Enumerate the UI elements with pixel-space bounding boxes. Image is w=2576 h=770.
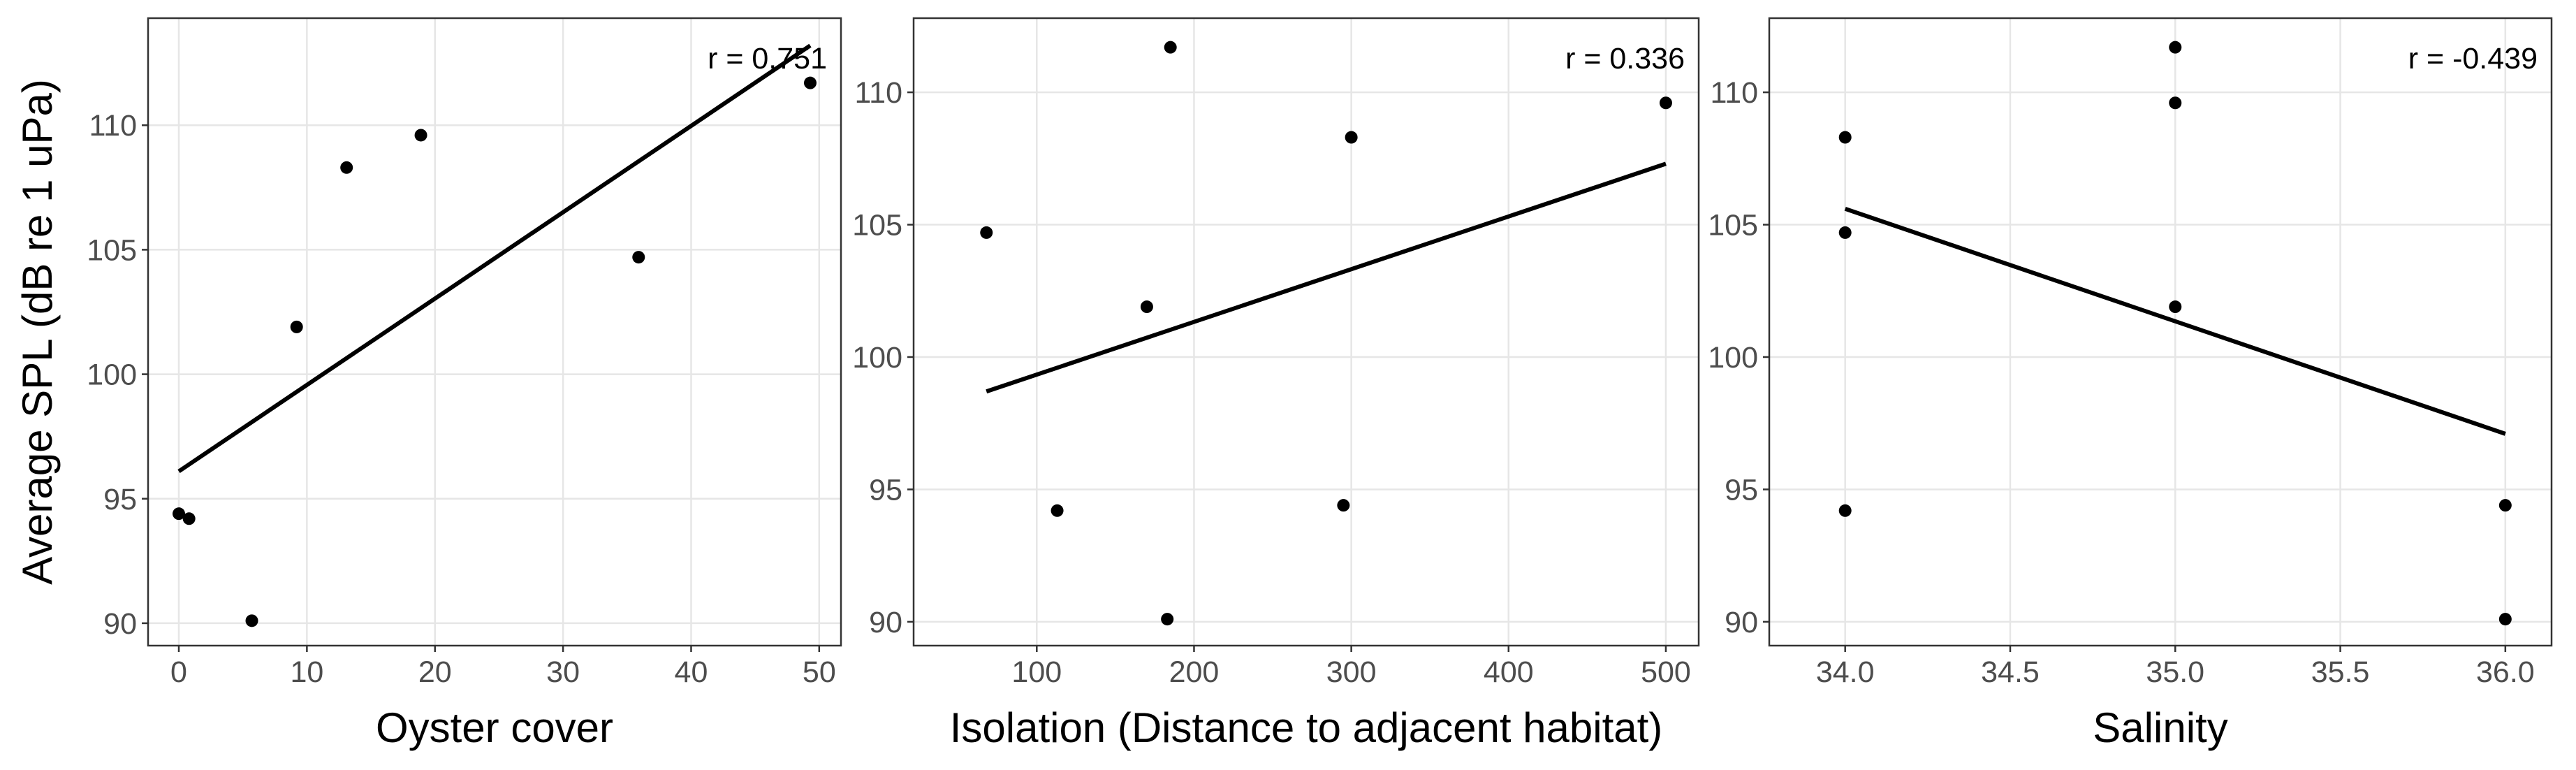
x-tick-label: 34.5 bbox=[1981, 655, 2040, 689]
point bbox=[1051, 504, 1064, 517]
point bbox=[803, 76, 817, 89]
point bbox=[1838, 504, 1852, 517]
point bbox=[2169, 41, 2182, 54]
x-tick-label: 300 bbox=[1326, 655, 1377, 689]
annotation: r = -0.439 bbox=[2408, 42, 2538, 75]
x-tick-label: 30 bbox=[546, 655, 580, 689]
y-tick-label: 100 bbox=[852, 341, 902, 375]
point bbox=[290, 320, 303, 333]
annotation: r = 0.751 bbox=[708, 42, 827, 75]
x-tick-label: 10 bbox=[290, 655, 323, 689]
point bbox=[1161, 613, 1174, 626]
annotation: r = 0.336 bbox=[1565, 42, 1685, 75]
plot-border bbox=[912, 17, 1700, 647]
plot-background bbox=[914, 18, 1699, 646]
point bbox=[182, 512, 196, 525]
fit-line bbox=[986, 161, 1667, 394]
y-axis-title: Average SPL (dB re 1 uPa) bbox=[14, 79, 61, 585]
point bbox=[2498, 613, 2512, 626]
plot-border bbox=[1768, 17, 2553, 647]
point bbox=[980, 226, 993, 239]
x-axis-title: Isolation (Distance to adjacent habitat) bbox=[950, 704, 1663, 751]
x-tick-label: 100 bbox=[1011, 655, 1062, 689]
x-tick-label: 20 bbox=[418, 655, 452, 689]
x-tick-label: 200 bbox=[1169, 655, 1220, 689]
y-tick-label: 90 bbox=[869, 606, 902, 639]
point bbox=[632, 251, 645, 264]
fit-line bbox=[1844, 206, 2506, 436]
y-tick-label: 90 bbox=[103, 607, 137, 641]
point bbox=[340, 161, 353, 174]
y-tick-label: 110 bbox=[89, 109, 137, 143]
x-tick-label: 34.0 bbox=[1816, 655, 1875, 689]
y-tick-label: 100 bbox=[87, 358, 137, 392]
y-tick-label: 105 bbox=[87, 233, 137, 267]
y-tick-label: 95 bbox=[869, 473, 902, 507]
fit-line bbox=[177, 43, 812, 474]
y-tick-label: 105 bbox=[1708, 209, 1758, 242]
x-tick-label: 50 bbox=[803, 655, 836, 689]
x-axis-title: Oyster cover bbox=[376, 704, 613, 751]
x-tick-label: 35.5 bbox=[2311, 655, 2370, 689]
x-axis-title: Salinity bbox=[2093, 704, 2227, 751]
x-tick-label: 500 bbox=[1641, 655, 1691, 689]
y-tick-label: 110 bbox=[854, 76, 902, 110]
point bbox=[1838, 226, 1852, 239]
plot-background bbox=[1769, 18, 2552, 646]
point bbox=[1838, 131, 1852, 144]
x-tick-label: 40 bbox=[675, 655, 708, 689]
point bbox=[1345, 131, 1358, 144]
x-tick-label: 35.0 bbox=[2146, 655, 2204, 689]
y-tick-label: 90 bbox=[1725, 606, 1758, 639]
point bbox=[2169, 96, 2182, 110]
point bbox=[1140, 300, 1153, 314]
point bbox=[245, 614, 258, 627]
plot-background bbox=[148, 18, 841, 646]
point bbox=[2498, 499, 2512, 512]
y-tick-label: 110 bbox=[1710, 76, 1758, 110]
point bbox=[173, 507, 186, 521]
x-tick-label: 0 bbox=[170, 655, 187, 689]
x-tick-label: 400 bbox=[1484, 655, 1534, 689]
point bbox=[1337, 499, 1350, 512]
point bbox=[2169, 300, 2182, 314]
y-tick-label: 95 bbox=[1725, 473, 1758, 507]
y-tick-label: 100 bbox=[1708, 341, 1758, 375]
x-tick-label: 36.0 bbox=[2476, 655, 2535, 689]
y-tick-label: 105 bbox=[852, 209, 902, 242]
point bbox=[414, 129, 427, 142]
plot-border bbox=[147, 17, 842, 647]
point bbox=[1164, 41, 1177, 54]
point bbox=[1659, 96, 1672, 110]
y-tick-label: 95 bbox=[103, 483, 137, 516]
